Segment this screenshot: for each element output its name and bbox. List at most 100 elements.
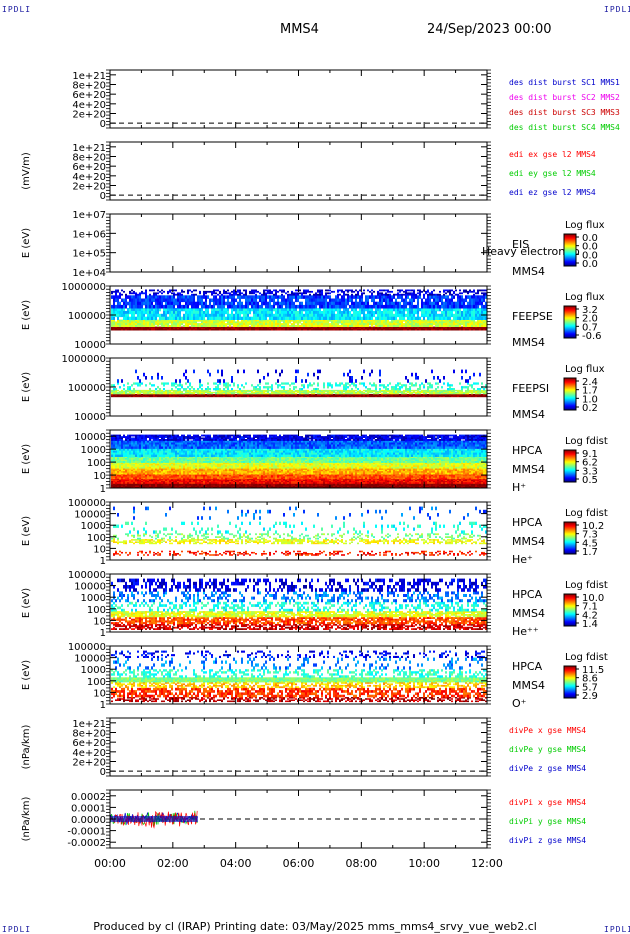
y-tick-label: 0 xyxy=(100,191,106,202)
y-axis-label: E (eV) xyxy=(21,300,32,330)
panel-frame-10 xyxy=(110,718,487,776)
side-label: He⁺ xyxy=(512,553,533,566)
side-label: H⁺ xyxy=(512,481,526,494)
y-tick-label: 1 xyxy=(100,700,106,711)
legend-entry: des dist burst SC4 MMS4 xyxy=(509,123,620,132)
y-tick-label: 1000000 xyxy=(61,354,106,365)
y-tick-label: 10 xyxy=(93,688,106,699)
colorbar-tick-label: 2.9 xyxy=(582,691,598,702)
side-label: MMS4 xyxy=(512,463,545,476)
y-tick-label: 10000 xyxy=(74,412,106,423)
y-tick-label: 1000 xyxy=(81,593,106,604)
y-tick-label: 1000 xyxy=(81,445,106,456)
y-axis-label: (mV/m) xyxy=(21,152,32,190)
legend-entry: divPi z gse MMS4 xyxy=(509,836,586,845)
panel-frame-3 xyxy=(110,214,487,272)
heatmap-panel-7 xyxy=(111,507,487,556)
x-tick-label: 10:00 xyxy=(408,857,440,870)
colorbar-title: Log flux xyxy=(565,220,605,231)
colorbar-tick-label: 0.0 xyxy=(582,259,598,270)
y-tick-label: 10000 xyxy=(74,582,106,593)
y-tick-label: 0.0000 xyxy=(71,815,106,826)
panel-frame-2 xyxy=(110,142,487,200)
y-tick-label: 0.0002 xyxy=(71,792,106,803)
y-axis-label: E (eV) xyxy=(21,516,32,546)
legend-entry: divPi x gse MMS4 xyxy=(509,798,586,807)
colorbar-title: Log fdist xyxy=(565,580,608,591)
colorbar xyxy=(564,450,576,482)
colorbar xyxy=(564,234,576,266)
y-tick-label: 0.0001 xyxy=(71,803,106,814)
side-label: HPCA xyxy=(512,516,543,529)
y-tick-label: 1e+04 xyxy=(72,268,106,279)
side-label: HPCA xyxy=(512,588,543,601)
y-tick-label: 1e+06 xyxy=(72,229,106,240)
panel-frame-1 xyxy=(110,70,487,128)
heatmap-panel-6 xyxy=(111,435,487,489)
y-tick-label: 100 xyxy=(87,605,106,616)
y-tick-label: 100000 xyxy=(68,570,106,581)
y-tick-label: 0 xyxy=(100,767,106,778)
colorbar-tick-label: 0.5 xyxy=(582,475,598,486)
colorbar xyxy=(564,306,576,338)
x-tick-label: 06:00 xyxy=(283,857,315,870)
legend-entry: edi ex gse l2 MMS4 xyxy=(509,150,596,159)
y-tick-label: 1e+05 xyxy=(72,249,106,260)
y-tick-label: 1000 xyxy=(81,521,106,532)
side-label: MMS4 xyxy=(512,535,545,548)
y-tick-label: -0.0001 xyxy=(67,827,106,838)
x-tick-label: 02:00 xyxy=(157,857,189,870)
colorbar-tick-label: 1.4 xyxy=(582,619,598,630)
y-axis-label: (nPa/km) xyxy=(21,797,32,842)
legend-entry: divPe y gse MMS4 xyxy=(509,745,586,754)
legend-entry: edi ez gse l2 MMS4 xyxy=(509,188,596,197)
y-tick-label: 1 xyxy=(100,628,106,639)
y-tick-label: 10 xyxy=(93,471,106,482)
x-tick-label: 04:00 xyxy=(220,857,252,870)
y-tick-label: 100000 xyxy=(68,383,106,394)
legend-entry: divPi y gse MMS4 xyxy=(509,817,586,826)
colorbar-tick-label: -0.6 xyxy=(582,331,602,342)
y-axis-label: E (eV) xyxy=(21,444,32,474)
x-tick-label: 12:00 xyxy=(471,857,503,870)
legend-entry: edi ey gse l2 MMS4 xyxy=(509,169,596,178)
y-tick-label: -0.0002 xyxy=(67,838,106,849)
y-tick-label: 10000 xyxy=(74,340,106,351)
side-label: He⁺⁺ xyxy=(512,625,539,638)
colorbar-title: Log fdist xyxy=(565,652,608,663)
colorbar-title: Log fdist xyxy=(565,508,608,519)
colorbar xyxy=(564,522,576,554)
y-tick-label: 1e+07 xyxy=(72,210,106,221)
y-tick-label: 100000 xyxy=(68,311,106,322)
data-core-panel-11 xyxy=(110,816,198,822)
heatmap-panel-4 xyxy=(111,290,487,331)
legend-entry: des dist burst SC1 MMS1 xyxy=(509,78,620,87)
y-axis-label: E (eV) xyxy=(21,228,32,258)
y-tick-label: 1000000 xyxy=(61,282,106,293)
legend-entry: divPe x gse MMS4 xyxy=(509,726,586,735)
footer-credits: Produced by cl (IRAP) Printing date: 03/… xyxy=(0,920,630,933)
colorbar xyxy=(564,378,576,410)
heatmap-panel-5 xyxy=(111,370,487,398)
y-tick-label: 10000 xyxy=(74,510,106,521)
side-label: FEEPSE xyxy=(512,310,553,323)
y-tick-label: 100 xyxy=(87,458,106,469)
side-label: HPCA xyxy=(512,444,543,457)
colorbar-title: Log fdist xyxy=(565,436,608,447)
x-tick-label: 00:00 xyxy=(94,857,126,870)
colorbar-title: Log flux xyxy=(565,292,605,303)
colorbar xyxy=(564,666,576,698)
y-axis-label: (nPa/km) xyxy=(21,725,32,770)
y-tick-label: 1 xyxy=(100,556,106,567)
side-label: FEEPSI xyxy=(512,382,549,395)
y-tick-label: 10000 xyxy=(74,432,106,443)
y-axis-label: E (eV) xyxy=(21,588,32,618)
